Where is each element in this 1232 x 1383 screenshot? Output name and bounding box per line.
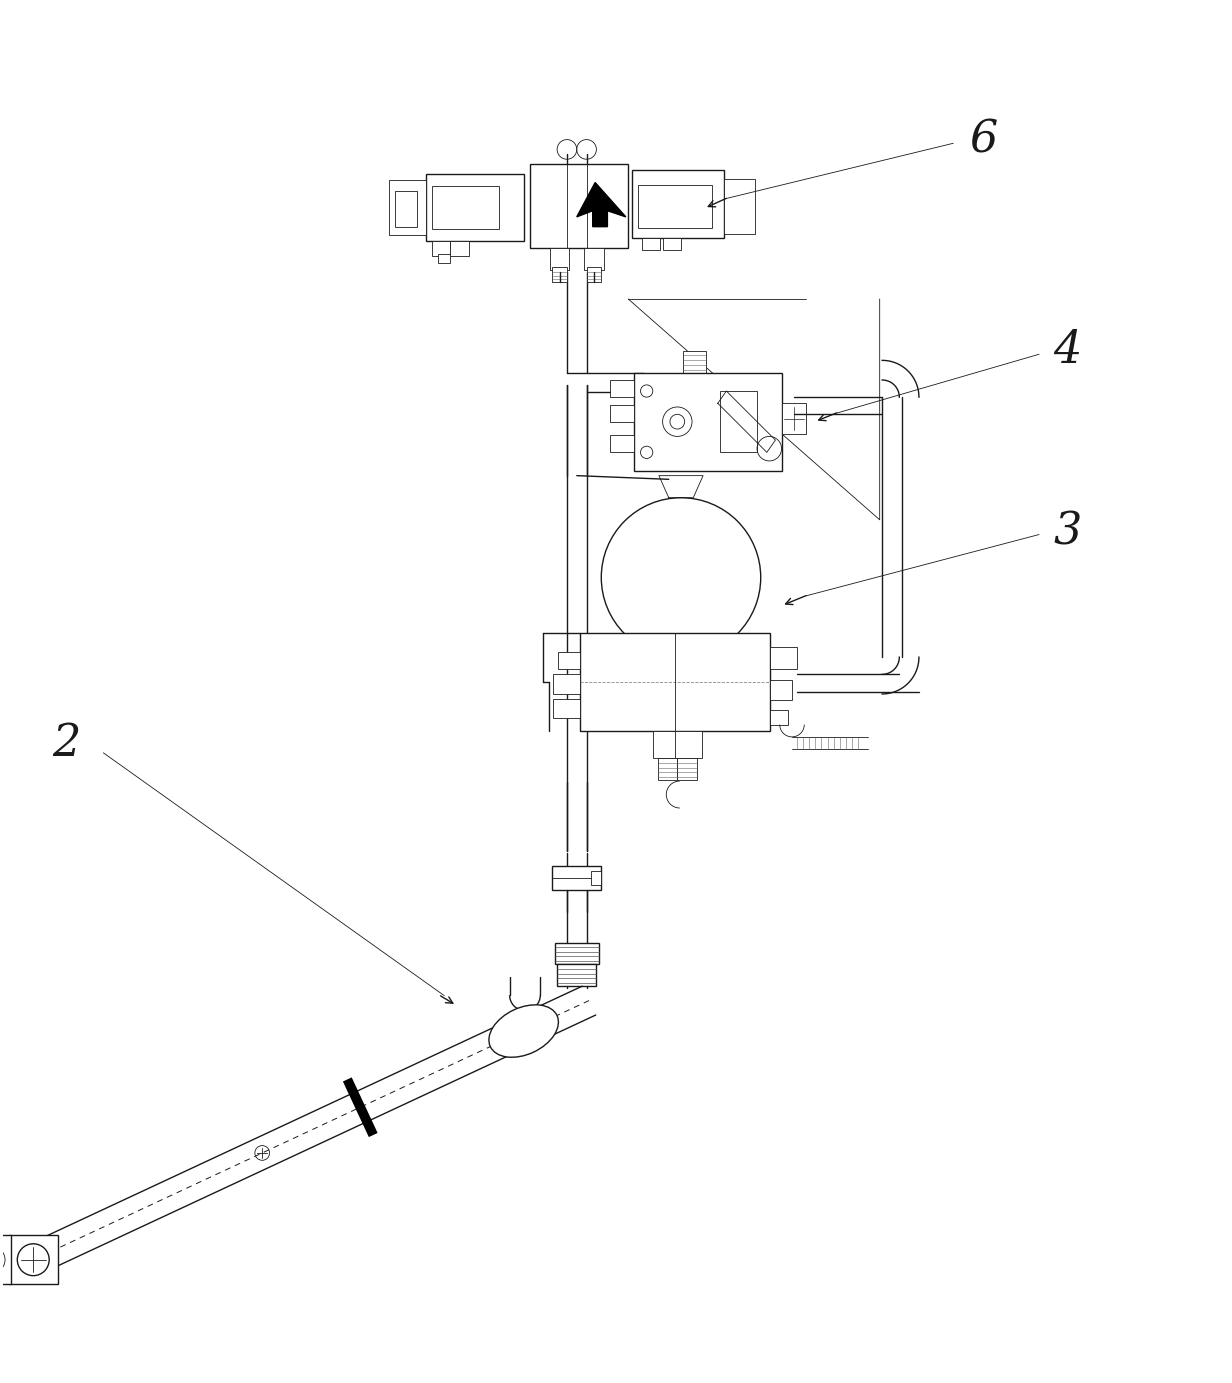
Bar — [610, 404, 634, 422]
Bar — [586, 267, 601, 282]
Bar — [530, 165, 628, 248]
Bar — [553, 675, 580, 694]
Bar — [395, 191, 418, 227]
Bar — [678, 758, 697, 780]
Circle shape — [0, 1246, 5, 1274]
Bar — [781, 404, 806, 434]
Bar — [0, 1235, 11, 1285]
Bar — [610, 436, 634, 452]
Bar — [634, 372, 781, 470]
Bar — [558, 653, 580, 669]
Bar — [549, 248, 569, 270]
Text: 6: 6 — [970, 118, 998, 162]
Ellipse shape — [489, 1005, 558, 1057]
Bar — [638, 185, 712, 228]
Bar — [554, 943, 599, 964]
Bar — [552, 267, 567, 282]
Bar — [658, 758, 678, 780]
Polygon shape — [577, 183, 626, 227]
Bar — [426, 174, 524, 242]
Bar — [632, 170, 724, 238]
Bar — [9, 1235, 58, 1285]
Bar — [610, 380, 634, 397]
Circle shape — [601, 498, 760, 657]
Bar — [770, 709, 788, 725]
Bar — [591, 870, 601, 885]
Bar — [553, 698, 580, 719]
Bar — [557, 964, 596, 986]
Bar — [675, 730, 702, 758]
Bar — [663, 238, 681, 250]
Bar — [451, 242, 469, 256]
Bar — [552, 866, 601, 891]
Bar — [580, 632, 770, 730]
Text: 3: 3 — [1053, 510, 1082, 553]
Text: 4: 4 — [1053, 329, 1082, 372]
Bar — [770, 680, 792, 700]
Circle shape — [17, 1243, 49, 1275]
Bar — [432, 242, 451, 256]
Bar — [770, 647, 797, 669]
Bar — [684, 350, 706, 372]
Text: 2: 2 — [53, 722, 81, 765]
Bar — [389, 180, 426, 235]
Bar — [721, 391, 756, 452]
Bar — [432, 187, 499, 230]
Bar — [584, 248, 604, 270]
Bar — [653, 730, 680, 758]
Circle shape — [508, 1007, 551, 1051]
Bar — [439, 253, 451, 264]
Bar — [642, 238, 660, 250]
Bar — [724, 178, 754, 234]
